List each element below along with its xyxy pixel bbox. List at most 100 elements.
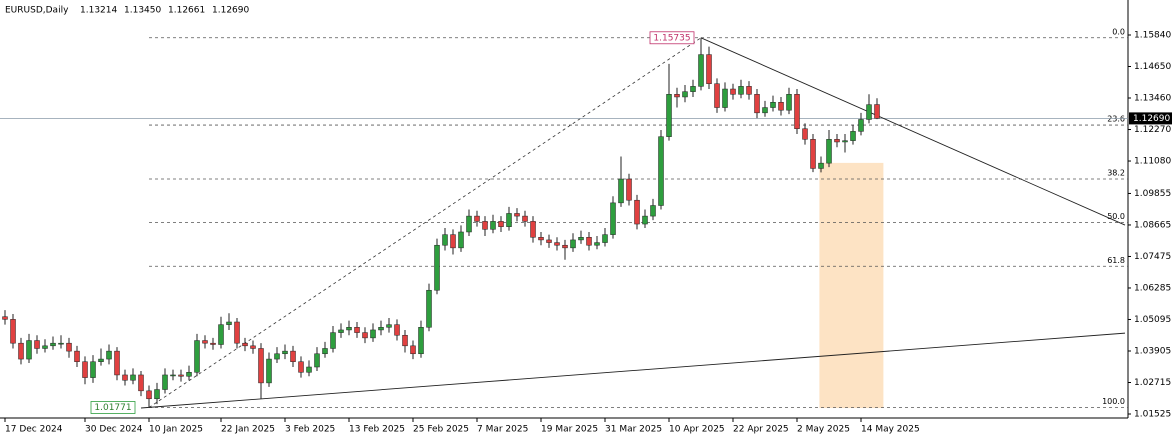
candle-body bbox=[34, 340, 40, 349]
candle-body bbox=[250, 345, 256, 349]
header-value: 1.13214 bbox=[80, 6, 117, 16]
candle-body bbox=[426, 289, 432, 328]
fib-level-label: 23.6 bbox=[1107, 115, 1125, 124]
candle-body bbox=[386, 324, 392, 328]
fib-level-label: 100.0 bbox=[1102, 397, 1125, 406]
candle-body bbox=[770, 101, 776, 108]
x-tick-label: 10 Apr 2025 bbox=[669, 425, 725, 435]
candle-body bbox=[186, 372, 192, 377]
x-tick-label: 31 Mar 2025 bbox=[605, 425, 662, 435]
y-tick-label: 1.09855 bbox=[1134, 189, 1171, 199]
header-value: 1.13450 bbox=[124, 6, 161, 16]
candle-body bbox=[2, 316, 8, 320]
candle-body bbox=[690, 86, 696, 92]
candle-body bbox=[210, 342, 216, 345]
candle-body bbox=[722, 88, 728, 108]
candle-body bbox=[90, 361, 96, 378]
y-tick-label: 1.14650 bbox=[1134, 62, 1171, 72]
current-price-tag bbox=[1129, 112, 1172, 125]
candle-body bbox=[346, 327, 352, 331]
fib-level-label: 0.0 bbox=[1112, 27, 1125, 36]
candle-body bbox=[834, 139, 840, 143]
candle-body bbox=[618, 178, 624, 204]
candle-body bbox=[754, 94, 760, 114]
candle-body bbox=[666, 94, 672, 137]
candle-body bbox=[538, 237, 544, 241]
candle-body bbox=[762, 107, 768, 114]
candle-body bbox=[394, 324, 400, 336]
candle-body bbox=[266, 358, 272, 384]
candle-body bbox=[10, 319, 16, 344]
candle-body bbox=[418, 327, 424, 355]
x-tick-label: 10 Jan 2025 bbox=[149, 425, 203, 435]
candle-body bbox=[466, 215, 472, 233]
candle-body bbox=[82, 361, 88, 378]
fib-low-box bbox=[90, 401, 136, 414]
x-tick-label: 2 May 2025 bbox=[797, 425, 850, 435]
fib-level-label: 50.0 bbox=[1107, 212, 1125, 221]
candle-body bbox=[50, 342, 56, 347]
header-value: 1.12690 bbox=[212, 6, 249, 16]
candle-body bbox=[506, 213, 512, 227]
candle-body bbox=[866, 104, 872, 120]
candle-body bbox=[498, 221, 504, 227]
candle-body bbox=[402, 334, 408, 347]
candle-body bbox=[698, 54, 704, 87]
candle-body bbox=[138, 374, 144, 392]
candle-body bbox=[442, 234, 448, 246]
candle-body bbox=[170, 374, 176, 377]
candle-body bbox=[642, 215, 648, 225]
trend-line bbox=[140, 332, 1126, 409]
candle-body bbox=[514, 213, 520, 217]
y-tick-label: 1.12270 bbox=[1134, 125, 1171, 135]
candle-body bbox=[650, 205, 656, 217]
candle-body bbox=[234, 321, 240, 344]
candle-body bbox=[474, 215, 480, 222]
x-tick-label: 22 Apr 2025 bbox=[733, 425, 789, 435]
x-tick-label: 19 Mar 2025 bbox=[541, 425, 598, 435]
x-tick-label: 14 May 2025 bbox=[861, 425, 920, 435]
fib-level-label: 38.2 bbox=[1107, 169, 1125, 178]
x-tick-label: 25 Feb 2025 bbox=[413, 425, 469, 435]
candle-body bbox=[362, 332, 368, 339]
y-tick-label: 1.11080 bbox=[1134, 157, 1171, 167]
candle-body bbox=[74, 350, 80, 362]
candle-body bbox=[202, 340, 208, 344]
candle-body bbox=[778, 101, 784, 111]
candle-body bbox=[746, 86, 752, 95]
candle-body bbox=[458, 231, 464, 249]
candle-body bbox=[610, 202, 616, 235]
candle-body bbox=[546, 239, 552, 243]
y-tick-label: 1.13460 bbox=[1134, 94, 1171, 104]
fib-high-box bbox=[649, 31, 695, 45]
fib-high-label: 1.15735 bbox=[653, 33, 690, 43]
candle-body bbox=[738, 86, 744, 95]
candle-body bbox=[258, 348, 264, 384]
x-tick-label: 17 Dec 2024 bbox=[5, 425, 63, 435]
y-tick-label: 1.03905 bbox=[1134, 346, 1171, 356]
candle-body bbox=[602, 234, 608, 243]
y-tick-label: 1.02715 bbox=[1134, 378, 1171, 388]
candle-body bbox=[810, 139, 816, 169]
candle-body bbox=[626, 178, 632, 201]
candle-body bbox=[586, 237, 592, 246]
candle-body bbox=[298, 361, 304, 373]
candle-body bbox=[378, 327, 384, 331]
candle-body bbox=[842, 140, 848, 143]
candle-body bbox=[122, 374, 128, 381]
x-tick-label: 30 Dec 2024 bbox=[85, 425, 143, 435]
highlight-rectangle bbox=[819, 162, 884, 409]
candle-body bbox=[682, 91, 688, 98]
fib-low-label: 1.01771 bbox=[94, 403, 131, 413]
candle-body bbox=[130, 374, 136, 381]
candle-body bbox=[730, 88, 736, 95]
candle-body bbox=[554, 242, 560, 246]
candle-body bbox=[242, 342, 248, 347]
y-tick-label: 1.05095 bbox=[1134, 315, 1171, 325]
candle-body bbox=[162, 374, 168, 390]
candle-body bbox=[522, 215, 528, 222]
candle-body bbox=[490, 221, 496, 230]
candle-body bbox=[410, 345, 416, 355]
fib-trend-line bbox=[148, 37, 702, 408]
